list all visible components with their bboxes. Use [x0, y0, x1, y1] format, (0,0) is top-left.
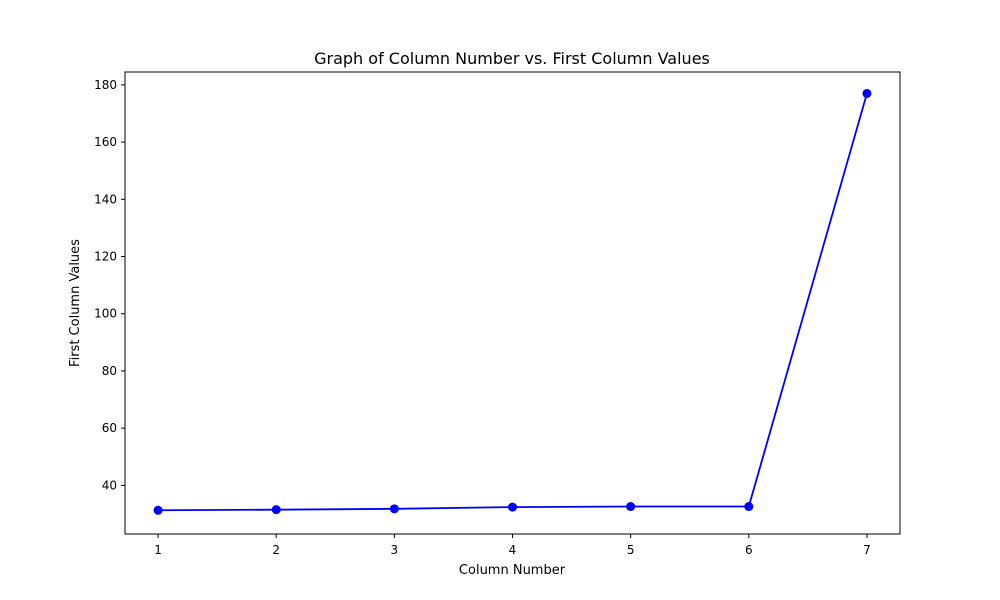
- y-tick-label: 80: [102, 364, 117, 378]
- axes-frame: [124, 71, 901, 535]
- y-tick-label: 120: [94, 250, 117, 264]
- y-axis-label: First Column Values: [68, 239, 83, 367]
- x-tick-label: 3: [391, 543, 399, 557]
- x-tick-label: 1: [154, 543, 162, 557]
- y-tick-label: 60: [102, 421, 117, 435]
- y-tick-label: 140: [94, 192, 117, 206]
- y-tick-label: 180: [94, 78, 117, 92]
- data-point: [153, 505, 163, 515]
- data-point: [626, 502, 636, 512]
- data-point: [744, 502, 754, 512]
- x-tick-label: 4: [509, 543, 517, 557]
- y-tick-label: 100: [94, 307, 117, 321]
- chart-title: Graph of Column Number vs. First Column …: [314, 49, 710, 68]
- x-tick-label: 7: [863, 543, 871, 557]
- plot-area: [153, 88, 872, 515]
- series-line: [158, 93, 868, 512]
- x-tick-label: 6: [745, 543, 753, 557]
- data-point: [389, 504, 399, 514]
- tick-group: 1 2 3 4 5 6 7 40 60 80 100 120 140 160 180: [94, 78, 871, 557]
- x-tick-label: 2: [272, 543, 280, 557]
- x-tick-label: 5: [627, 543, 635, 557]
- data-point: [508, 502, 517, 512]
- y-tick-label: 40: [102, 478, 117, 492]
- data-point: [271, 505, 281, 515]
- x-axis-label: Column Number: [459, 563, 566, 578]
- data-point: [862, 88, 872, 98]
- y-tick-label: 160: [94, 135, 117, 149]
